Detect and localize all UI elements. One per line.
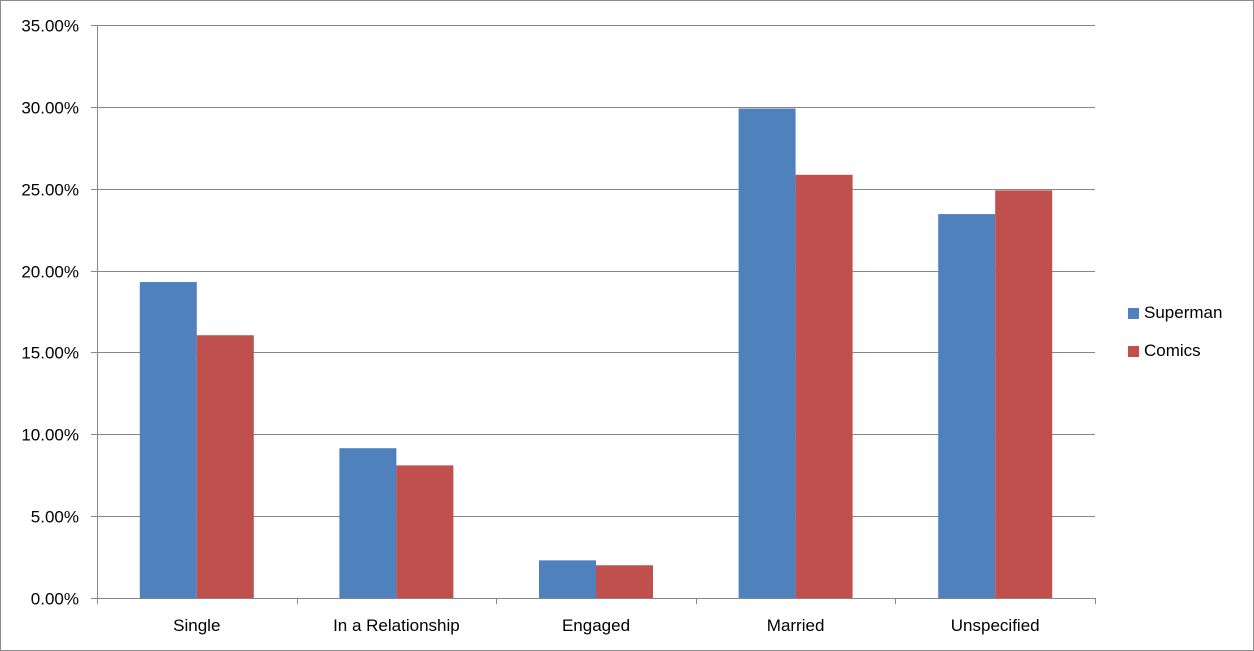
bar-comics-3 [795,174,853,598]
bar-superman-0 [139,282,197,598]
legend-item-comics: Comics [1128,332,1222,370]
axes [97,25,1096,604]
y-tick-label: 30.00% [21,99,79,118]
legend-label-superman: Superman [1144,303,1223,322]
y-tick-label: 0.00% [31,590,79,609]
legend-swatch-superman [1128,307,1139,319]
y-tick-label: 25.00% [21,181,79,200]
bar-superman-3 [738,108,796,598]
bar-comics-4 [995,190,1053,598]
x-tick-labels: Single In a Relationship Engaged Married Uns… [173,616,1039,635]
y-tick-label: 20.00% [21,263,79,282]
gridlines [91,25,1095,599]
x-tick-label: Married [767,616,825,635]
x-tick-label: Engaged [562,616,630,635]
legend-label-comics: Comics [1144,341,1201,360]
y-tick-label: 35.00% [21,17,79,36]
legend-item-superman: Superman [1128,294,1222,332]
y-tick-labels: 0.00% 5.00% 10.00% 15.00% 20.00% 25.00% 30.00%… [21,17,79,609]
x-tick-label: Unspecified [951,616,1040,635]
y-tick-label: 15.00% [21,344,79,363]
bar-superman-2 [539,560,596,598]
bar-superman-1 [339,448,397,598]
bar-comics-2 [596,565,653,598]
y-tick-label: 10.00% [21,426,79,445]
y-tick-label: 5.00% [31,508,79,527]
bar-comics-1 [396,465,454,598]
legend-swatch-comics [1128,345,1139,357]
bar-superman-4 [938,214,996,598]
bars [139,108,1053,598]
x-tick-label: In a Relationship [333,616,460,635]
bar-comics-0 [196,335,254,598]
x-tick-label: Single [173,616,220,635]
legend: Superman Comics [1128,294,1222,370]
